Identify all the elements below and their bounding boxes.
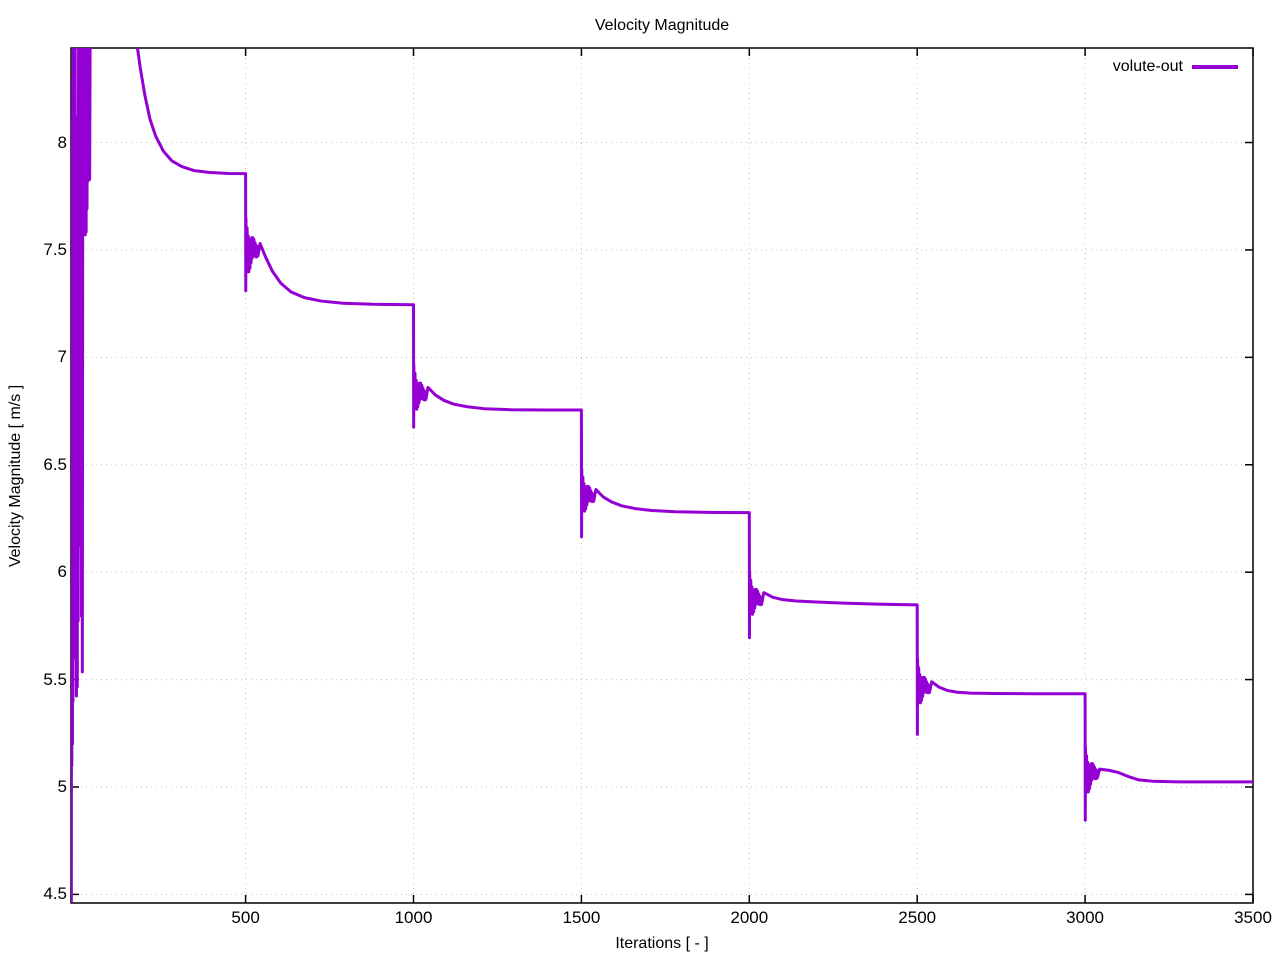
y-tick-label: 8	[57, 132, 67, 152]
x-tick-label: 2500	[898, 908, 937, 927]
y-tick-label: 7.5	[43, 239, 67, 259]
x-axis-label: Iterations [ - ]	[615, 935, 709, 952]
y-tick-label: 5	[57, 776, 67, 796]
x-tick-label: 500	[231, 908, 260, 927]
x-tick-label: 1000	[394, 908, 433, 927]
x-tick-label: 3000	[1066, 908, 1104, 927]
chart-title: Velocity Magnitude	[594, 17, 730, 34]
x-tick-label: 1500	[562, 908, 601, 927]
x-tick-label: 2000	[730, 908, 769, 927]
y-tick-label: 6	[57, 562, 67, 582]
y-tick-label: 6.5	[43, 454, 67, 474]
y-tick-label: 4.5	[43, 884, 67, 904]
legend-line-sample-icon	[1192, 65, 1238, 69]
legend: volute-out	[1113, 58, 1238, 76]
y-tick-label: 5.5	[43, 669, 67, 689]
series-volute-out	[71, 48, 1253, 903]
legend-label-volute-out: volute-out	[1112, 58, 1183, 75]
y-tick-label: 7	[57, 347, 67, 367]
plot-border	[70, 47, 1254, 904]
x-tick-label: 3500	[1234, 908, 1272, 927]
